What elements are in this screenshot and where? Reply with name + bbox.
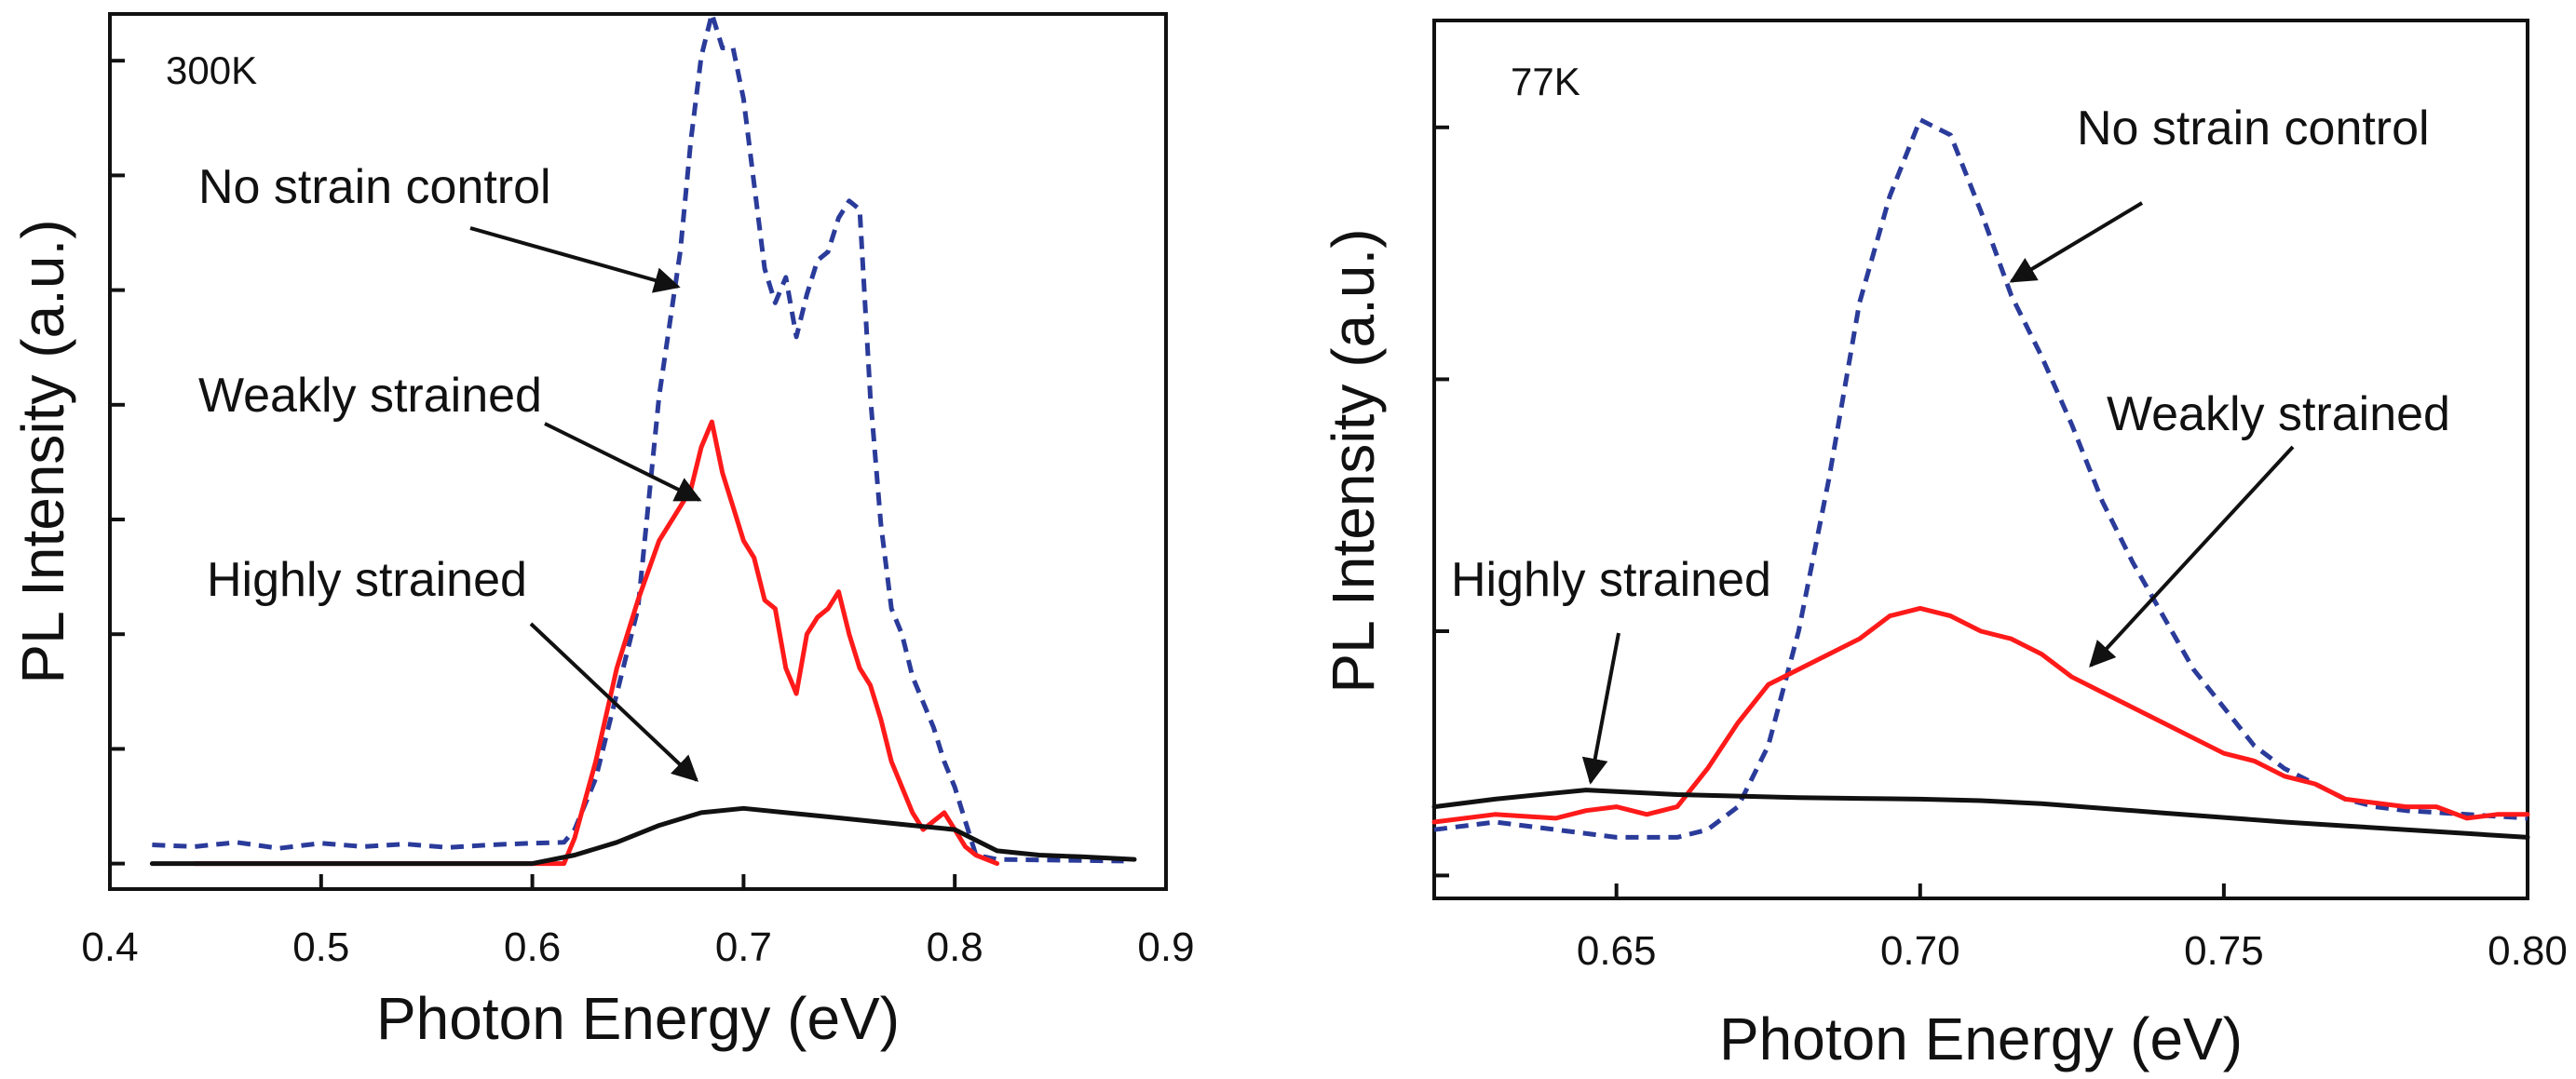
panel-77k: 0.65 0.70 0.75 0.80 77K No strain control W… xyxy=(1320,19,2568,1072)
series-group xyxy=(149,11,1137,867)
series-highly-strained xyxy=(149,805,1137,867)
annotation-highly-strained: Highly strained xyxy=(207,553,527,607)
y-ticks xyxy=(110,59,125,866)
annotation-no-strain-control: No strain control xyxy=(2077,101,2430,155)
x-tick-label: 0.80 xyxy=(2488,928,2568,974)
y-ticks xyxy=(1434,125,1449,878)
series-weakly-strained xyxy=(192,419,1000,867)
annotation-no-strain-control: No strain control xyxy=(198,160,551,214)
plot-frame xyxy=(1432,19,2529,900)
x-ticks: 0.4 0.5 0.6 0.7 0.8 0.9 xyxy=(81,874,1195,970)
y-axis-label: PL Intensity (a.u.) xyxy=(1320,228,1387,693)
annotation-arrow xyxy=(2009,201,2144,283)
x-tick-label: 0.4 xyxy=(81,924,138,970)
series-weakly-strained xyxy=(1431,605,2530,825)
x-tick-label: 0.7 xyxy=(715,924,772,970)
y-axis-label: PL Intensity (a.u.) xyxy=(9,219,76,683)
x-tick-label: 0.6 xyxy=(504,924,561,970)
x-axis-label: Photon Energy (eV) xyxy=(1719,1005,2243,1072)
annotation-arrow xyxy=(1581,632,1620,785)
x-tick-label: 0.65 xyxy=(1577,928,1657,974)
x-tick-label: 0.9 xyxy=(1137,924,1194,970)
x-tick-label: 0.70 xyxy=(1880,928,1960,974)
plot-frame xyxy=(108,12,1168,891)
annotation-arrow xyxy=(469,226,681,293)
series-highly-strained xyxy=(1431,788,2530,840)
series-group xyxy=(1431,117,2530,840)
panel-300k: 0.4 0.5 0.6 0.7 0.8 0.9 300K No strain contro… xyxy=(9,11,1195,1052)
x-ticks: 0.65 0.70 0.75 0.80 xyxy=(1577,883,2568,974)
annotation-weakly-strained: Weakly strained xyxy=(198,369,542,423)
x-tick-label: 0.75 xyxy=(2184,928,2264,974)
panel-label: 77K xyxy=(1511,60,1580,103)
annotation-highly-strained: Highly strained xyxy=(1451,553,1771,607)
series-no-strain-control xyxy=(152,11,1124,864)
annotation-arrow xyxy=(529,622,699,782)
annotation-weakly-strained: Weakly strained xyxy=(2107,387,2450,441)
series-no-strain-control xyxy=(1433,117,2529,840)
annotation-arrow xyxy=(544,422,702,502)
panel-label: 300K xyxy=(166,48,257,92)
x-tick-label: 0.5 xyxy=(292,924,349,970)
annotation-arrow xyxy=(2089,445,2295,668)
x-axis-label: Photon Energy (eV) xyxy=(376,985,900,1052)
x-tick-label: 0.8 xyxy=(927,924,983,970)
